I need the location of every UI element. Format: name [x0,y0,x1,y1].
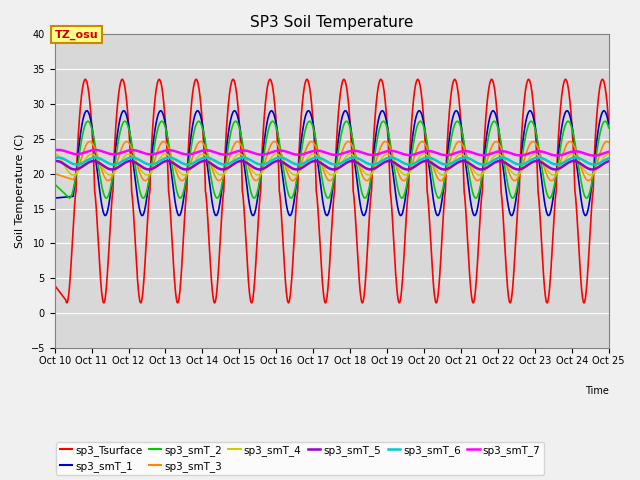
sp3_smT_5 [605,158,612,164]
sp3_smT_6 [170,156,177,161]
sp3_smT_7 [51,147,58,153]
sp3_smT_6 [51,156,58,161]
sp3_smT_5 [386,158,394,164]
sp3_Tsurface [396,300,403,305]
sp3_smT_1 [51,195,58,201]
sp3_Tsurface [51,283,58,288]
sp3_smT_5 [552,167,560,172]
sp3_smT_3 [396,173,403,179]
sp3_smT_2 [51,181,58,187]
sp3_smT_1 [170,186,177,192]
sp3_Tsurface [174,300,182,306]
sp3_smT_2 [605,124,612,130]
sp3_smT_2 [205,166,213,171]
sp3_smT_7 [386,148,394,154]
sp3_smT_1 [386,140,394,145]
sp3_smT_3 [205,157,213,163]
sp3_Tsurface [605,121,612,127]
sp3_smT_4 [51,151,58,157]
sp3_smT_5 [52,158,60,164]
sp3_smT_6 [605,156,612,161]
sp3_smT_6 [605,156,612,161]
sp3_smT_4 [69,172,77,178]
sp3_smT_5 [51,158,58,164]
sp3_smT_5 [170,160,177,166]
sp3_smT_7 [170,148,177,154]
Title: SP3 Soil Temperature: SP3 Soil Temperature [250,15,413,30]
Text: TZ_osu: TZ_osu [54,29,99,40]
sp3_smT_3 [51,171,58,177]
sp3_smT_7 [396,150,403,156]
Line: sp3_smT_3: sp3_smT_3 [54,142,609,180]
sp3_smT_6 [386,155,394,160]
sp3_smT_5 [588,167,596,172]
sp3_smT_7 [205,148,213,154]
sp3_smT_7 [552,153,560,158]
Legend: sp3_Tsurface, sp3_smT_1, sp3_smT_2, sp3_smT_3, sp3_smT_4, sp3_smT_5, sp3_smT_6, : sp3_Tsurface, sp3_smT_1, sp3_smT_2, sp3_… [56,442,543,475]
sp3_Tsurface [552,181,560,187]
sp3_smT_1 [490,108,497,114]
sp3_smT_3 [386,144,394,150]
Text: Time: Time [585,386,609,396]
sp3_smT_2 [605,125,612,131]
Line: sp3_Tsurface: sp3_Tsurface [54,79,609,303]
sp3_smT_3 [603,139,611,144]
sp3_smT_3 [605,139,612,145]
Line: sp3_smT_4: sp3_smT_4 [54,154,609,175]
sp3_smT_2 [552,172,560,178]
sp3_smT_5 [205,160,213,166]
sp3_smT_4 [205,158,213,164]
sp3_smT_2 [386,138,394,144]
sp3_smT_4 [170,159,177,165]
sp3_smT_4 [605,151,612,157]
sp3_smT_6 [205,155,213,161]
sp3_smT_5 [605,158,612,164]
sp3_smT_5 [396,163,403,169]
sp3_smT_6 [590,162,598,168]
sp3_Tsurface [170,263,177,268]
sp3_smT_7 [605,149,612,155]
sp3_Tsurface [605,119,612,125]
sp3_smT_4 [396,167,403,173]
sp3_smT_4 [386,152,394,158]
sp3_smT_4 [605,151,612,157]
sp3_smT_7 [605,149,612,155]
sp3_smT_3 [605,140,612,145]
sp3_smT_3 [552,172,560,178]
sp3_smT_1 [605,121,612,127]
sp3_smT_7 [590,153,598,158]
sp3_smT_1 [605,121,612,127]
sp3_smT_6 [54,155,62,160]
Line: sp3_smT_1: sp3_smT_1 [54,111,609,216]
sp3_smT_4 [552,171,560,177]
sp3_smT_6 [396,158,403,164]
sp3_Tsurface [386,182,394,188]
sp3_smT_2 [601,119,609,124]
sp3_smT_3 [170,160,177,166]
sp3_Tsurface [206,250,214,255]
sp3_smT_1 [396,211,403,216]
sp3_smT_1 [552,169,560,175]
sp3_smT_3 [584,178,592,183]
sp3_smT_6 [552,162,560,168]
sp3_smT_1 [205,179,213,184]
Line: sp3_smT_7: sp3_smT_7 [54,150,609,156]
sp3_smT_7 [54,147,62,153]
Line: sp3_smT_5: sp3_smT_5 [54,161,609,169]
sp3_smT_2 [65,195,73,201]
sp3_smT_1 [508,213,515,218]
sp3_Tsurface [156,76,163,82]
sp3_smT_2 [396,192,403,198]
sp3_smT_2 [170,171,177,177]
Line: sp3_smT_2: sp3_smT_2 [54,121,609,198]
Y-axis label: Soil Temperature (C): Soil Temperature (C) [15,134,25,248]
Line: sp3_smT_6: sp3_smT_6 [54,157,609,165]
